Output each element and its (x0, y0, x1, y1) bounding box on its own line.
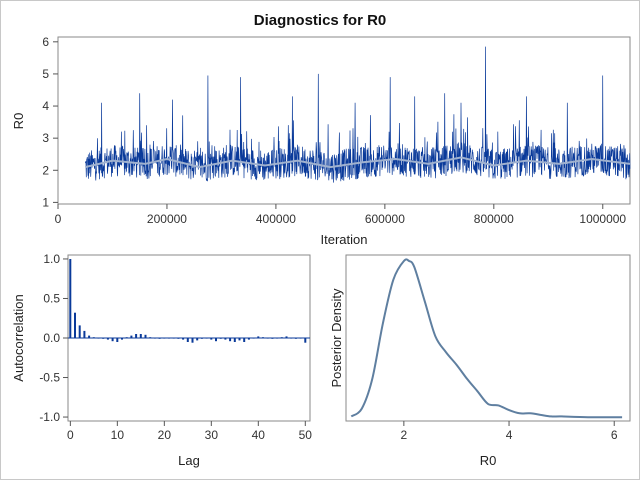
acf-panel: 0 10 20 30 40 50 1.0 0.5 0.0 -0.5 -1.0 Lag Autocor… (11, 252, 312, 468)
acf-bar (69, 259, 72, 338)
acf-bar (144, 334, 147, 338)
acf-bar (224, 338, 227, 340)
acf-bar (252, 338, 255, 339)
trace-smooth-line (84, 156, 631, 169)
acf-xtick-label: 40 (252, 428, 266, 442)
acf-ytick-label: 1.0 (43, 252, 60, 266)
acf-ytick-label: 0.5 (43, 291, 60, 305)
acf-plot-area: 0 10 20 30 40 50 1.0 0.5 0.0 -0.5 -1.0 (39, 252, 312, 442)
trace-ylabel: R0 (11, 113, 26, 130)
acf-bar (238, 338, 241, 341)
acf-bar (168, 338, 170, 339)
acf-bar (97, 338, 100, 339)
acf-bar (163, 338, 166, 339)
acf-ylabel: Autocorrelation (11, 294, 26, 381)
acf-xlabel: Lag (178, 453, 200, 468)
acf-bar (121, 338, 123, 340)
trace-ytick-label: 4 (42, 99, 49, 113)
acf-bar (247, 338, 250, 340)
acf-bar (262, 337, 264, 338)
acf-bar (135, 334, 138, 338)
density-plot-area: 2 4 6 (350, 258, 623, 442)
acf-bar (102, 338, 105, 339)
acf-bar (229, 338, 232, 342)
trace-ytick-label: 2 (42, 163, 49, 177)
acf-xtick-label: 10 (111, 428, 125, 442)
trace-xtick-label: 0 (55, 212, 62, 226)
trace-xtick-label: 1000000 (579, 212, 626, 226)
acf-bar (130, 335, 133, 338)
density-xtick-label: 4 (506, 428, 513, 442)
acf-bar (280, 337, 283, 338)
acf-bar (271, 338, 274, 339)
trace-xtick-label: 400000 (256, 212, 296, 226)
acf-bar (290, 338, 293, 339)
acf-bar (74, 312, 76, 338)
acf-bar (111, 338, 114, 342)
acf-ytick-label: -1.0 (39, 410, 60, 424)
density-frame (345, 254, 631, 422)
trace-ytick-label: 5 (42, 67, 49, 81)
density-curve (350, 258, 623, 419)
density-ylabel: Posterior Density (329, 288, 344, 387)
acf-xtick-label: 20 (158, 428, 172, 442)
acf-bar (299, 338, 302, 339)
acf-bar (139, 334, 142, 338)
acf-bar (78, 325, 81, 338)
trace-plot-area: 0 200000 400000 600000 800000 1000000 1 2 3 4 5 6 (42, 35, 631, 226)
acf-xtick-label: 30 (205, 428, 219, 442)
acf-bar (182, 338, 185, 340)
acf-bar (172, 338, 175, 339)
acf-bar (149, 337, 152, 338)
density-xtick-label: 6 (611, 428, 618, 442)
acf-bar (243, 338, 246, 342)
acf-ytick-label: -0.5 (39, 371, 60, 385)
trace-xtick-label: 800000 (474, 212, 514, 226)
acf-bar (219, 338, 222, 339)
acf-bar (106, 338, 109, 340)
acf-bar (257, 336, 260, 338)
density-xtick-label: 2 (401, 428, 408, 442)
acf-bar (276, 338, 279, 339)
acf-bar (294, 338, 297, 339)
acf-xtick-label: 0 (67, 428, 74, 442)
acf-bar (153, 338, 156, 339)
acf-bar (83, 330, 86, 338)
trace-xtick-label: 200000 (147, 212, 187, 226)
trace-ytick-label: 6 (42, 35, 49, 49)
trace-panel: 0 200000 400000 600000 800000 1000000 1 2 3 4 5 6 I… (11, 35, 631, 247)
acf-bar (196, 338, 199, 341)
acf-bar (125, 337, 128, 338)
acf-bar (304, 338, 307, 343)
trace-ytick-label: 1 (42, 195, 49, 209)
acf-bar (285, 336, 288, 338)
acf-bar (177, 338, 180, 339)
trace-frame (57, 36, 631, 205)
acf-bar (210, 338, 213, 340)
density-panel: 2 4 6 R0 Posterior Density (329, 254, 631, 468)
trace-xtick-label: 600000 (365, 212, 405, 226)
acf-bar (215, 338, 217, 342)
acf-bar (200, 338, 203, 339)
acf-bar (186, 338, 189, 342)
acf-bar (116, 338, 119, 342)
acf-bar (88, 335, 91, 338)
acf-bar (233, 338, 236, 342)
acf-bar (191, 338, 194, 343)
trace-ytick-label: 3 (42, 131, 49, 145)
trace-xlabel: Iteration (321, 232, 368, 247)
acf-bar (205, 338, 208, 339)
figure-title: Diagnostics for R0 (254, 12, 387, 29)
acf-bar (158, 338, 161, 339)
acf-bar (92, 337, 95, 338)
acf-bar (266, 338, 269, 339)
density-xlabel: R0 (480, 453, 497, 468)
acf-xtick-label: 50 (299, 428, 313, 442)
acf-ytick-label: 0.0 (43, 331, 60, 345)
